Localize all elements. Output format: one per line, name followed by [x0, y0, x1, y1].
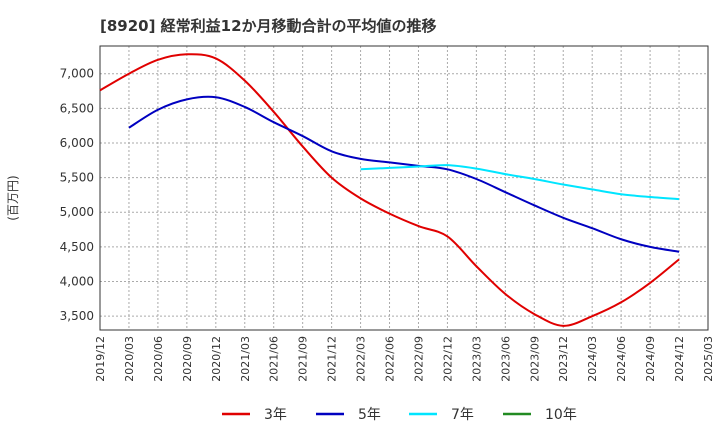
x-tick-label: 2023/09	[528, 336, 541, 382]
x-tick-label: 2024/12	[673, 336, 686, 382]
series-lines	[99, 53, 680, 327]
y-tick-label: 4,500	[60, 240, 94, 254]
y-tick-label: 7,000	[60, 67, 94, 81]
x-tick-label: 2024/03	[586, 336, 599, 382]
x-tick-label: 2020/09	[181, 336, 194, 382]
legend-label-4: 10年	[545, 407, 577, 423]
x-tick-label: 2021/06	[268, 336, 281, 382]
x-tick-label: 2021/09	[297, 336, 310, 382]
y-tick-label: 3,500	[60, 309, 94, 323]
x-tick-label: 2023/03	[470, 336, 483, 382]
x-tick-label: 2023/12	[557, 336, 570, 382]
y-tick-label: 6,500	[60, 101, 94, 115]
y-tick-label: 5,000	[60, 205, 94, 219]
y-tick-label: 4,000	[60, 275, 94, 289]
series-line-2	[128, 95, 680, 253]
x-tick-label: 2019/12	[94, 336, 107, 382]
x-tick-label: 2025/03	[702, 336, 715, 382]
axes: 3,500 4,000 4,500 5,000 5,500 6,000 6,500 7,000…	[60, 45, 715, 382]
series-line-3	[360, 164, 680, 201]
x-tick-label: 2021/12	[326, 336, 339, 382]
legend: 3年 5年 7年 10年	[222, 407, 577, 423]
x-tick-label: 2022/12	[441, 336, 454, 382]
grid	[99, 46, 709, 330]
x-tick-label: 2020/06	[152, 336, 165, 382]
x-tick-label: 2023/06	[499, 336, 512, 382]
legend-label-1: 3年	[264, 407, 287, 423]
x-tick-label: 2020/03	[123, 336, 136, 382]
series-line-1	[99, 53, 680, 327]
legend-label-2: 5年	[358, 407, 381, 423]
legend-label-3: 7年	[451, 407, 474, 423]
x-tick-label: 2021/03	[239, 336, 252, 382]
y-tick-label: 5,500	[60, 171, 94, 185]
y-tick-label: 6,000	[60, 136, 94, 150]
x-tick-label: 2022/06	[384, 336, 397, 382]
x-tick-label: 2022/09	[412, 336, 425, 382]
chart-title: [8920] 経常利益12か月移動合計の平均値の推移	[100, 17, 437, 35]
x-tick-label: 2020/12	[210, 336, 223, 382]
plot-frame	[99, 45, 709, 331]
x-tick-label: 2022/03	[355, 336, 368, 382]
x-tick-label: 2024/06	[615, 336, 628, 382]
y-axis-label: (百万円)	[6, 175, 20, 220]
x-tick-label: 2024/09	[644, 336, 657, 382]
